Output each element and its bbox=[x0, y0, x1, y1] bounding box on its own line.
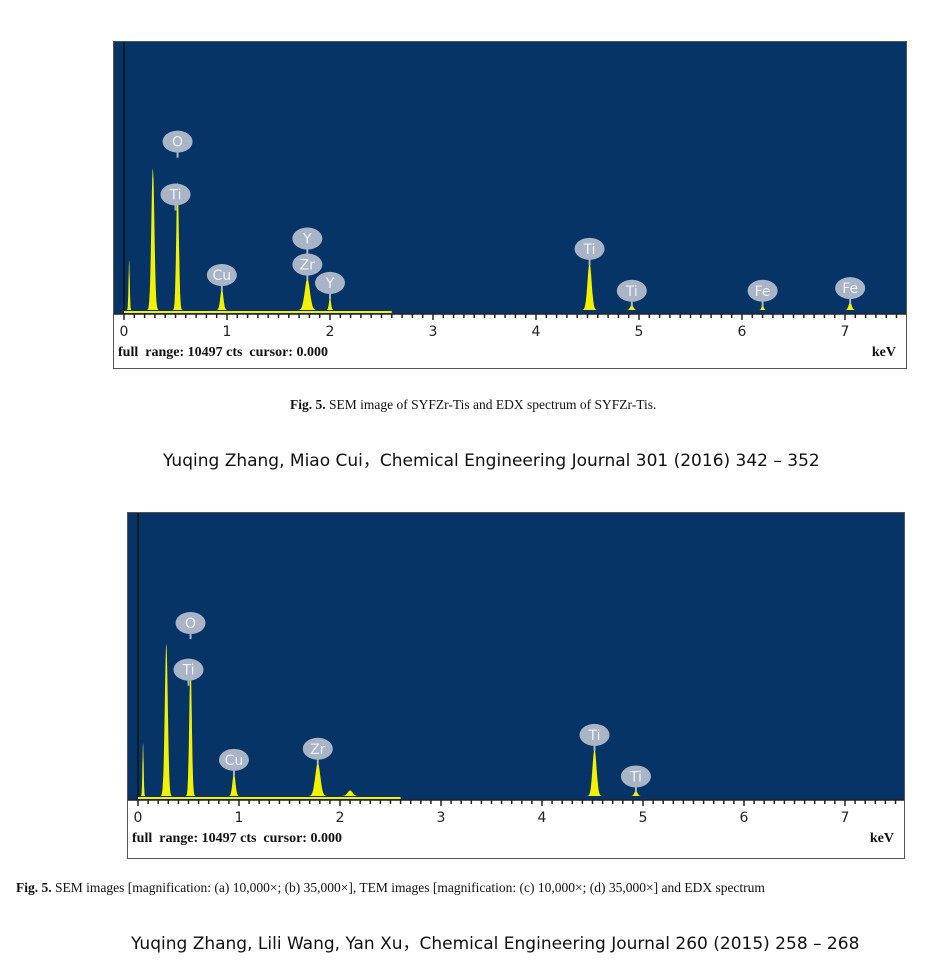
svg-text:Ti: Ti bbox=[168, 188, 181, 204]
element-label-zr: Zr bbox=[302, 737, 333, 765]
x-tick-label: 5 bbox=[635, 324, 644, 340]
element-label-cu: Cu bbox=[218, 748, 249, 776]
svg-text:Ti: Ti bbox=[629, 769, 642, 785]
x-tick-label: 7 bbox=[841, 810, 850, 826]
plot-area bbox=[114, 42, 906, 314]
peak-3 bbox=[221, 773, 247, 796]
element-label-y: Y bbox=[292, 227, 323, 255]
peak-0 bbox=[138, 743, 148, 796]
x-tick-label: 0 bbox=[134, 810, 143, 826]
svg-text:Ti: Ti bbox=[181, 663, 194, 679]
peak-2 bbox=[180, 663, 201, 796]
citation-2: Yuqing Zhang, Lili Wang, Yan Xu，Chemical… bbox=[131, 934, 860, 954]
element-label-o: O bbox=[162, 130, 193, 158]
svg-text:Fe: Fe bbox=[842, 281, 858, 297]
peak-0 bbox=[124, 260, 135, 310]
svg-text:Fe: Fe bbox=[755, 284, 771, 300]
x-tick-label: 3 bbox=[429, 324, 438, 340]
peak-4 bbox=[286, 278, 328, 310]
peak-5 bbox=[329, 790, 371, 796]
element-label-y: Y bbox=[315, 271, 345, 299]
svg-text:Ti: Ti bbox=[588, 728, 601, 744]
peak-2 bbox=[167, 181, 188, 310]
element-label-ti: Ti bbox=[579, 723, 610, 751]
peak-4 bbox=[297, 762, 338, 796]
x-tick-label: 5 bbox=[639, 810, 648, 826]
element-label-fe: Fe bbox=[835, 277, 866, 305]
peak-10 bbox=[837, 302, 863, 310]
x-tick-label: 1 bbox=[223, 324, 232, 340]
element-label-zr: Zr bbox=[292, 253, 323, 281]
element-label-fe: Fe bbox=[747, 279, 778, 307]
x-tick-label: 6 bbox=[738, 324, 747, 340]
svg-text:Cu: Cu bbox=[225, 753, 244, 769]
peak-6 bbox=[321, 296, 339, 310]
svg-text:Zr: Zr bbox=[310, 742, 326, 758]
caption-text: SEM images [magnification: (a) 10,000×; … bbox=[51, 880, 765, 895]
peak-1 bbox=[154, 643, 179, 796]
element-label-ti: Ti bbox=[574, 237, 605, 265]
svg-text:Zr: Zr bbox=[300, 258, 316, 274]
x-tick-label: 0 bbox=[120, 324, 129, 340]
svg-text:O: O bbox=[185, 616, 196, 632]
peak-9 bbox=[754, 304, 771, 310]
x-tick-label: 3 bbox=[437, 810, 446, 826]
caption-label: Fig. 5. bbox=[16, 880, 52, 895]
caption-text: SEM image of SYFZr-Tis and EDX spectrum … bbox=[325, 397, 657, 412]
x-tick-label: 4 bbox=[538, 810, 547, 826]
axis-unit: keV bbox=[870, 831, 894, 846]
edx-chart-2: Ti O Cu Zr Ti Ti 0 1 2 3 4 5 6 7 full range: 10497 cts… bbox=[127, 512, 905, 859]
peak-3 bbox=[209, 289, 235, 310]
figure-caption-1: Fig. 5. SEM image of SYFZr-Tis and EDX s… bbox=[290, 397, 656, 413]
svg-text:Ti: Ti bbox=[625, 284, 638, 300]
axis-unit: keV bbox=[872, 345, 896, 360]
x-tick-label: 1 bbox=[235, 810, 244, 826]
x-tick-label: 7 bbox=[841, 324, 850, 340]
element-label-cu: Cu bbox=[206, 264, 237, 292]
caption-label: Fig. 5. bbox=[290, 397, 326, 412]
footer-range: full range: 10497 cts cursor: 0.000 bbox=[132, 831, 342, 846]
peak-7 bbox=[623, 790, 649, 796]
peak-8 bbox=[619, 304, 645, 310]
x-tick-label: 2 bbox=[326, 324, 335, 340]
svg-text:O: O bbox=[172, 135, 183, 151]
x-tick-label: 4 bbox=[532, 324, 541, 340]
citation-1: Yuqing Zhang, Miao Cui，Chemical Engineer… bbox=[163, 451, 820, 471]
element-label-o: O bbox=[175, 612, 206, 640]
element-label-ti: Ti bbox=[173, 658, 204, 686]
element-label-ti: Ti bbox=[616, 279, 647, 307]
svg-text:Ti: Ti bbox=[583, 242, 596, 258]
peak-1 bbox=[140, 168, 166, 310]
peak-7 bbox=[573, 262, 607, 310]
element-label-ti: Ti bbox=[160, 183, 191, 211]
figure-caption-2: Fig. 5. SEM images [magnification: (a) 1… bbox=[16, 880, 924, 896]
x-tick-label: 6 bbox=[740, 810, 749, 826]
peak-6 bbox=[578, 748, 611, 796]
plot-area bbox=[128, 513, 904, 800]
edx-chart-1: Ti O Cu Zr Y Y Ti Ti Fe Fe 0 1 2 3 4 5 6 7 full range: 104… bbox=[113, 41, 907, 369]
svg-text:Y: Y bbox=[302, 232, 312, 248]
footer-range: full range: 10497 cts cursor: 0.000 bbox=[118, 345, 328, 360]
x-tick-label: 2 bbox=[336, 810, 345, 826]
element-label-ti: Ti bbox=[620, 765, 651, 793]
svg-text:Cu: Cu bbox=[213, 268, 232, 284]
svg-text:Y: Y bbox=[325, 276, 335, 292]
